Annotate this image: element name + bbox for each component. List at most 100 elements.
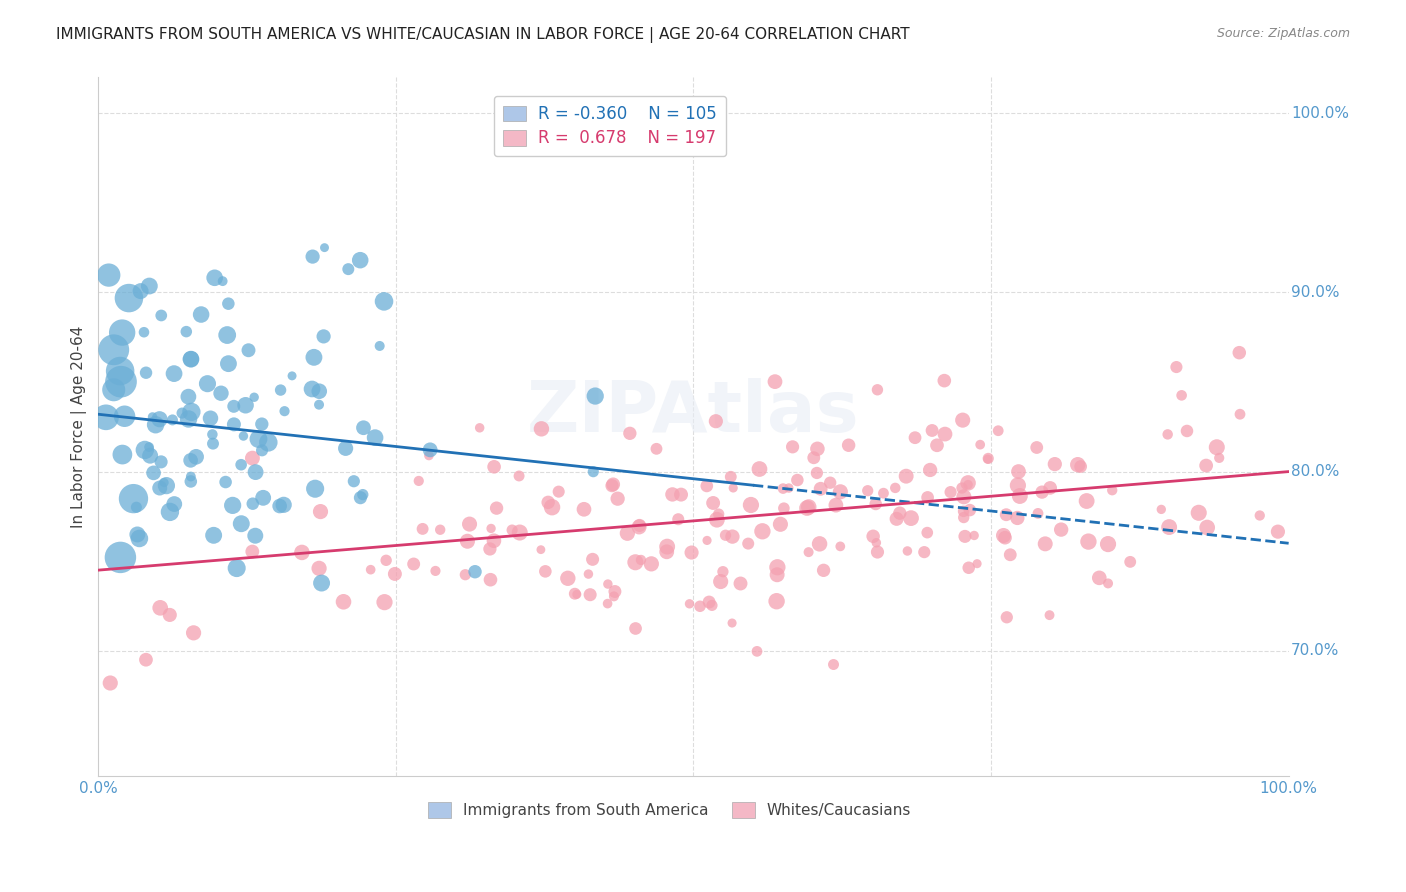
Point [134, 442, 156, 457]
Point [711, 565, 734, 579]
Point [537, 495, 560, 509]
Point [697, 595, 720, 609]
Point [135, 653, 157, 667]
Point [217, 328, 239, 343]
Point [1195, 458, 1218, 473]
Point [364, 431, 387, 445]
Point [479, 521, 502, 535]
Point [368, 339, 391, 353]
Point [150, 455, 173, 469]
Point [177, 412, 200, 426]
Point [1119, 555, 1142, 569]
Point [628, 520, 651, 534]
Point [689, 599, 711, 614]
Point [132, 325, 155, 339]
Point [352, 487, 374, 501]
Point [335, 442, 357, 456]
Point [530, 542, 553, 557]
Point [1031, 485, 1053, 500]
Point [977, 451, 1000, 466]
Point [135, 366, 157, 380]
Point [904, 431, 927, 445]
Point [706, 513, 728, 527]
Point [541, 500, 564, 515]
Point [184, 450, 207, 464]
Point [707, 507, 730, 521]
Point [619, 426, 641, 441]
Point [765, 594, 787, 608]
Point [896, 544, 918, 558]
Text: Source: ZipAtlas.com: Source: ZipAtlas.com [1216, 27, 1350, 40]
Point [1007, 465, 1029, 479]
Point [222, 400, 245, 414]
Point [866, 383, 889, 397]
Point [766, 560, 789, 574]
Point [242, 497, 264, 511]
Point [384, 566, 406, 581]
Point [482, 533, 505, 548]
Point [1033, 537, 1056, 551]
Point [204, 270, 226, 285]
Point [429, 523, 451, 537]
Point [110, 375, 132, 389]
Point [616, 526, 638, 541]
Point [1267, 524, 1289, 539]
Point [103, 343, 125, 357]
Point [202, 528, 225, 542]
Point [730, 576, 752, 591]
Point [281, 368, 304, 383]
Point [993, 528, 1015, 542]
Point [769, 517, 792, 532]
Point [373, 294, 395, 309]
Point [740, 498, 762, 512]
Point [778, 481, 800, 495]
Point [862, 529, 884, 543]
Point [163, 497, 186, 511]
Point [225, 561, 247, 575]
Point [921, 424, 943, 438]
Point [353, 421, 375, 435]
Point [786, 473, 808, 487]
Point [103, 383, 125, 397]
Point [952, 504, 974, 518]
Point [810, 482, 832, 496]
Point [581, 552, 603, 566]
Point [700, 599, 723, 613]
Point [273, 498, 295, 512]
Point [170, 406, 193, 420]
Point [830, 484, 852, 499]
Point [1159, 520, 1181, 534]
Point [939, 485, 962, 500]
Point [138, 440, 160, 454]
Point [308, 398, 330, 412]
Point [865, 535, 887, 549]
Point [231, 458, 253, 472]
Point [150, 309, 173, 323]
Point [1039, 481, 1062, 495]
Point [953, 490, 976, 504]
Point [273, 404, 295, 418]
Point [721, 481, 744, 495]
Point [180, 453, 202, 467]
Point [600, 478, 623, 492]
Point [702, 496, 724, 510]
Point [454, 567, 477, 582]
Y-axis label: In Labor Force | Age 20-64: In Labor Force | Age 20-64 [72, 326, 87, 528]
Point [145, 417, 167, 432]
Point [1188, 506, 1211, 520]
Point [624, 555, 647, 569]
Point [564, 587, 586, 601]
Point [721, 615, 744, 630]
Point [1097, 576, 1119, 591]
Point [162, 413, 184, 427]
Point [995, 610, 1018, 624]
Point [122, 491, 145, 506]
Point [830, 540, 852, 554]
Point [1156, 427, 1178, 442]
Point [745, 644, 768, 658]
Point [808, 537, 831, 551]
Point [250, 443, 273, 458]
Point [825, 498, 848, 512]
Point [308, 561, 330, 575]
Point [1076, 494, 1098, 508]
